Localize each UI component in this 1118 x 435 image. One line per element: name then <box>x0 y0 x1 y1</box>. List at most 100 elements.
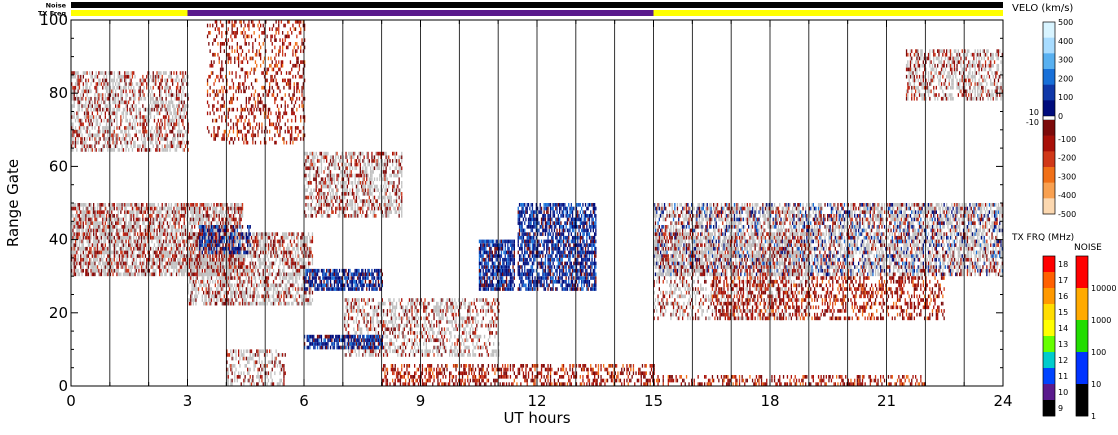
echo-cell <box>212 279 214 284</box>
echo-cell <box>238 283 240 288</box>
echo-cell <box>316 166 319 171</box>
echo-cell <box>93 261 95 266</box>
echo-cell <box>209 279 211 284</box>
echo-cell <box>129 107 131 112</box>
echo-cell <box>285 276 288 280</box>
echo-cell <box>102 225 104 229</box>
echo-cell <box>170 235 172 240</box>
echo-cell <box>191 294 193 299</box>
echo-cell <box>381 210 383 214</box>
echo-cell <box>77 228 79 233</box>
echo-cell <box>99 232 101 236</box>
echo-cell <box>205 206 207 211</box>
echo-cell <box>230 294 232 299</box>
echo-cell <box>214 301 216 306</box>
echo-cell <box>135 265 137 269</box>
echo-cell <box>247 254 249 258</box>
echo-cell <box>105 228 108 233</box>
echo-cell <box>307 257 310 262</box>
echo-cell <box>214 228 216 233</box>
echo-cell <box>216 239 218 244</box>
echo-cell <box>103 232 105 236</box>
echo-cell <box>272 294 275 299</box>
echo-cell <box>278 301 280 306</box>
echo-cell <box>304 184 306 189</box>
echo-cell <box>166 254 169 258</box>
echo-cell <box>222 228 224 233</box>
echo-cell <box>159 71 161 75</box>
echo-cell <box>147 232 149 236</box>
echo-cell <box>371 159 373 163</box>
echo-cell <box>226 290 228 295</box>
echo-cell <box>240 243 242 247</box>
echo-cell <box>104 243 106 247</box>
echo-cell <box>361 151 363 156</box>
echo-cell <box>221 301 223 306</box>
echo-cell <box>143 148 145 152</box>
echo-cell <box>170 206 172 211</box>
echo-cell <box>228 279 231 284</box>
echo-cell <box>135 243 137 247</box>
echo-cell <box>197 221 200 225</box>
echo-cell <box>188 250 191 255</box>
echo-cell <box>172 254 174 258</box>
echo-cell <box>83 246 86 251</box>
echo-cell <box>219 232 222 236</box>
echo-cell <box>372 203 374 207</box>
echo-cell <box>81 239 83 244</box>
echo-cell <box>190 203 192 207</box>
echo-cell <box>191 268 193 273</box>
echo-cell <box>178 144 180 149</box>
echo-cell <box>188 232 191 236</box>
echo-cell <box>122 265 125 269</box>
echo-cell <box>113 71 115 75</box>
echo-cell <box>283 265 285 269</box>
echo-cell <box>83 137 86 141</box>
echo-cell <box>152 74 154 79</box>
echo-cell <box>175 206 178 211</box>
echo-cell <box>95 257 97 262</box>
echo-cell <box>228 206 231 211</box>
echo-cell <box>266 279 268 284</box>
echo-cell <box>118 206 121 211</box>
echo-cell <box>170 246 172 251</box>
echo-cell <box>138 254 140 258</box>
echo-cell <box>338 210 341 214</box>
echo-cell <box>153 232 156 236</box>
echo-cell <box>160 210 162 214</box>
echo-cell <box>278 239 280 244</box>
echo-cell <box>99 246 101 251</box>
echo-cell <box>74 82 77 86</box>
echo-cell <box>153 93 156 97</box>
echo-cell <box>155 235 157 240</box>
echo-cell <box>175 243 178 247</box>
echo-cell <box>77 82 79 86</box>
echo-cell <box>187 228 189 233</box>
echo-cell <box>384 192 386 196</box>
echo-cell <box>266 283 268 288</box>
echo-cell <box>247 265 249 269</box>
echo-cell <box>254 254 257 258</box>
echo-cell <box>130 265 132 269</box>
echo-cell <box>195 243 197 247</box>
echo-cell <box>115 137 117 141</box>
echo-cell <box>150 148 152 152</box>
echo-cell <box>196 254 198 258</box>
echo-cell <box>160 129 162 134</box>
echo-cell <box>129 137 131 141</box>
echo-cell <box>105 126 108 130</box>
echo-cell <box>73 144 75 149</box>
echo-cell <box>366 173 368 178</box>
echo-cell <box>307 195 310 200</box>
echo-cell <box>72 104 74 108</box>
echo-cell <box>91 115 93 119</box>
echo-cell <box>276 298 279 302</box>
echo-cell <box>179 89 181 94</box>
echo-cell <box>165 111 167 116</box>
echo-cell <box>283 239 285 244</box>
echo-cell <box>73 203 75 207</box>
echo-cell <box>102 148 104 152</box>
echo-cell <box>296 265 298 269</box>
echo-cell <box>256 246 258 251</box>
echo-cell <box>89 85 91 90</box>
